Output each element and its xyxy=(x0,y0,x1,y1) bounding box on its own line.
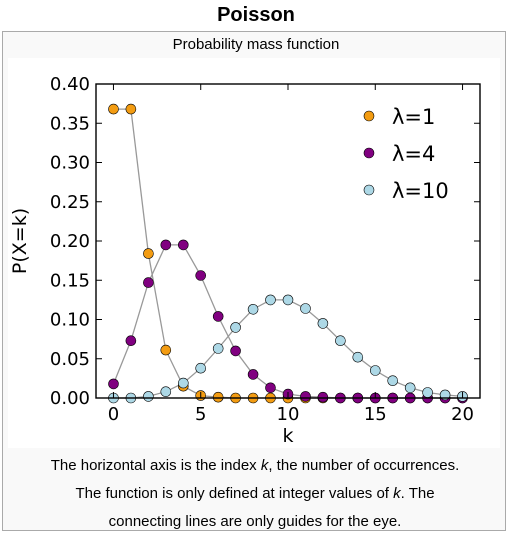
data-point-series-0 xyxy=(160,344,172,356)
data-point-series-2 xyxy=(352,351,364,363)
legend-label: λ=10 xyxy=(392,179,449,203)
data-point-series-1 xyxy=(265,382,276,394)
data-point-series-2 xyxy=(230,322,241,333)
data-point-series-2 xyxy=(387,375,399,387)
y-tick-label: 0.15 xyxy=(50,270,90,291)
pmf-chart: 0 5 10 15 20 0.00 0.05 0.10 0.15 0.20 0.25 0.30 0.3… xyxy=(9,74,481,447)
data-point-series-2 xyxy=(335,335,346,347)
caption-text: The function is only defined at integer … xyxy=(75,485,394,502)
data-point-series-1 xyxy=(300,391,311,402)
data-point-series-0 xyxy=(108,103,119,115)
legend: λ=1 λ=4 λ=10 xyxy=(363,105,449,203)
data-point-series-1 xyxy=(160,239,172,251)
caption-line-2: The function is only defined at integer … xyxy=(6,480,504,508)
caption-text: , the number of occurrences. xyxy=(268,457,460,474)
data-point-series-2 xyxy=(212,343,224,354)
data-point-series-2 xyxy=(247,304,259,315)
x-tick-label: 20 xyxy=(451,404,474,425)
x-tick-label: 10 xyxy=(277,404,300,425)
legend-marker xyxy=(363,184,375,196)
y-tick-label: 0.10 xyxy=(50,310,90,331)
caption-line-3: connecting lines are only guides for the… xyxy=(108,513,402,530)
y-tick-label: 0.25 xyxy=(50,192,90,213)
series-line-1 xyxy=(112,244,463,399)
caption-text: . The xyxy=(400,485,435,502)
x-tick-label: 0 xyxy=(108,404,119,425)
data-point-series-1 xyxy=(108,378,119,390)
data-point-series-2 xyxy=(404,382,416,394)
data-point-series-2 xyxy=(265,294,276,306)
legend-marker xyxy=(363,110,375,122)
infobox-title: Poisson xyxy=(217,4,295,26)
x-axis-label: k xyxy=(282,425,293,447)
data-point-series-0 xyxy=(125,103,137,115)
caption-variable: k xyxy=(393,485,401,502)
data-point-series-0 xyxy=(143,248,154,259)
data-point-series-2 xyxy=(160,386,172,398)
y-tick-label: 0.05 xyxy=(50,349,90,370)
caption-line-1: The horizontal axis is the index k, the … xyxy=(6,452,504,480)
caption-variable: k xyxy=(260,457,269,474)
data-point-series-2 xyxy=(195,362,206,374)
y-tick-label: 0.20 xyxy=(50,231,90,252)
data-point-series-2 xyxy=(422,387,433,398)
chart-subtitle: Probability mass function xyxy=(172,36,340,53)
data-point-series-1 xyxy=(230,345,241,357)
data-point-series-1 xyxy=(143,277,154,288)
data-point-series-2 xyxy=(369,365,381,376)
y-axis-ticks: 0.00 0.05 0.10 0.15 0.20 0.25 0.30 0.35 0.40 xyxy=(50,74,480,409)
y-tick-label: 0.30 xyxy=(50,153,90,174)
data-points xyxy=(108,103,468,404)
data-point-series-1 xyxy=(317,391,329,403)
data-point-series-1 xyxy=(178,239,189,251)
plot-frame xyxy=(95,83,481,399)
legend-label: λ=1 xyxy=(392,105,435,129)
x-axis-ticks: 0 5 10 15 20 xyxy=(108,84,474,425)
data-point-series-1 xyxy=(125,335,137,347)
data-point-series-2 xyxy=(317,318,329,329)
caption-text: The horizontal axis is the index xyxy=(50,457,261,474)
y-axis-label: P(X=k) xyxy=(9,208,31,274)
data-point-series-1 xyxy=(247,369,259,380)
legend-marker xyxy=(363,147,375,159)
data-point-series-2 xyxy=(178,377,189,389)
y-tick-label: 0.00 xyxy=(50,388,90,409)
data-point-series-0 xyxy=(212,391,224,403)
data-point-series-2 xyxy=(143,391,154,402)
y-tick-label: 0.35 xyxy=(50,113,90,134)
data-point-series-1 xyxy=(212,311,224,322)
pmf-figure: 0 5 10 15 20 0.00 0.05 0.10 0.15 0.20 0.25 0.30 0.3… xyxy=(8,58,500,448)
legend-label: λ=4 xyxy=(392,142,435,166)
chart-caption: The horizontal axis is the index k, the … xyxy=(6,452,504,536)
data-point-series-2 xyxy=(282,294,294,306)
data-point-series-1 xyxy=(195,270,206,281)
x-tick-label: 15 xyxy=(364,404,387,425)
data-point-series-2 xyxy=(300,303,311,314)
y-tick-label: 0.40 xyxy=(50,74,90,95)
x-tick-label: 5 xyxy=(195,404,206,425)
